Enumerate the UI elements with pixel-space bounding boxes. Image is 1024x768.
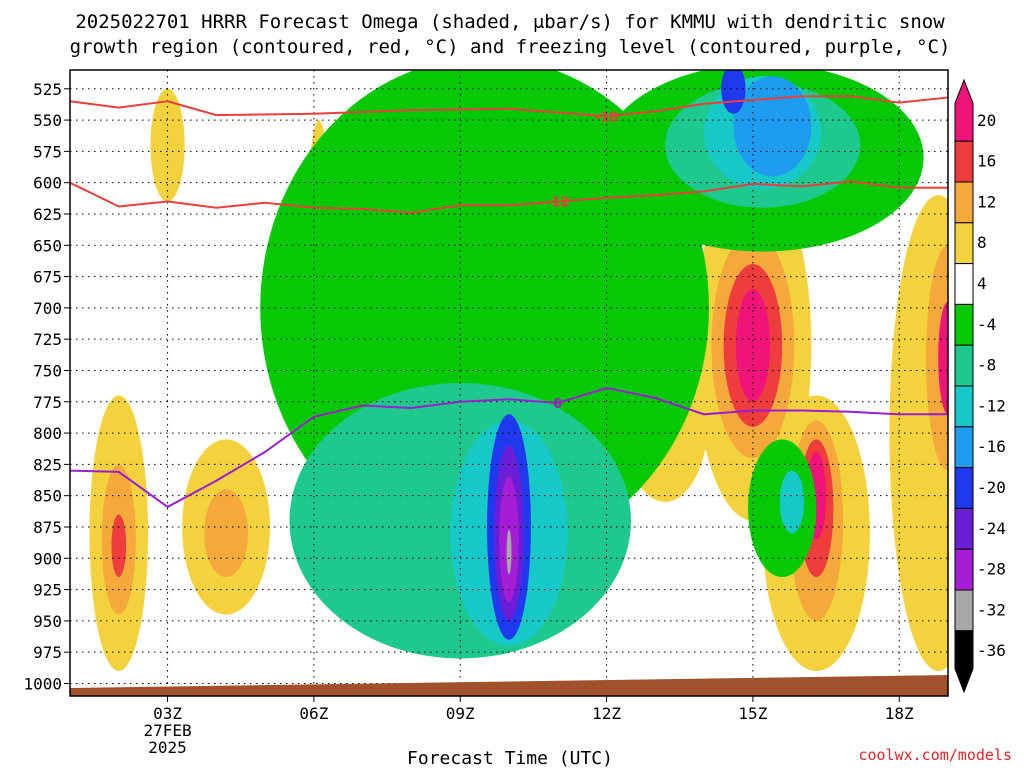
contour-lines-layer: -18 -12 0 [70,95,948,509]
colorbar-label-9: -20 [977,478,1006,497]
omega-region-2 [111,514,127,578]
colorbar-label-6: -8 [977,356,996,375]
x-tick-label-06Z: 06Z [299,704,328,723]
omega-region-4 [204,489,249,578]
colorbar-label-0: 20 [977,111,996,130]
y-tick-label-825: 825 [33,455,62,474]
colorbar-segment-3 [954,222,974,265]
colorbar-label-8: -16 [977,437,1006,456]
x-tick-label-03Z: 03Z [153,704,182,723]
y-tick-label-750: 750 [33,361,62,380]
colorbar-segment-10 [954,507,974,550]
contour-label-2: 0 [553,397,562,412]
y-tick-label-725: 725 [33,330,62,349]
colorbar-label-3: 8 [977,233,987,252]
y-axis: 525 550 575 600 625 650 675 700 725 750 775 800 825 8… [23,80,70,693]
y-tick-label-675: 675 [33,268,62,287]
x-axis-label: Forecast Time (UTC) [407,748,613,768]
y-tick-label-1000: 1000 [23,674,62,693]
y-tick-label-925: 925 [33,581,62,600]
colorbar-segment-4 [954,263,974,305]
contour-line-1 [70,180,948,214]
omega-region-31 [779,470,805,534]
omega-shading-layer [89,70,948,671]
colorbar-segment-12 [954,589,974,632]
contour-line-0 [70,95,948,118]
colorbar-label-12: -32 [977,600,1006,619]
colorbar-label-1: 16 [977,152,996,171]
colorbar-segment-5 [954,303,974,346]
colorbar-segment-7 [954,385,974,428]
omega-region-35 [506,529,512,575]
y-tick-label-875: 875 [33,518,62,537]
y-tick-label-900: 900 [33,549,62,568]
grid-layer [70,70,948,696]
x-tick-label-15Z: 15Z [738,704,767,723]
y-tick-label-800: 800 [33,424,62,443]
y-tick-label-525: 525 [33,80,62,99]
contour-line-2 [70,386,948,509]
x-tick-label-18Z: 18Z [885,704,914,723]
plot-frame [69,69,949,697]
colorbar-legend: 20 16 12 8 4 -4 -8 -12 -16 -20 -24 -28 -32 -36 [954,78,1006,694]
omega-region-14 [735,289,770,402]
credit-text: coolwx.com/models [858,746,1012,764]
colorbar-segment-6 [954,344,974,387]
colorbar-label-5: -4 [977,315,996,334]
colorbar-label-10: -24 [977,519,1006,538]
terrain-ground [70,675,948,696]
y-tick-label-650: 650 [33,236,62,255]
colorbar-segment-8 [954,426,974,469]
y-tick-label-600: 600 [33,174,62,193]
colorbar-label-7: -12 [977,396,1006,415]
colorbar-label-4: 4 [977,274,987,293]
contour-label-1: -12 [546,195,570,210]
colorbar-label-11: -28 [977,560,1006,579]
y-tick-label-550: 550 [33,111,62,130]
contour-label-0: -18 [595,110,619,125]
x-tick-year: 2025 [148,738,187,757]
colorbar-label-2: 12 [977,192,996,211]
colorbar-segment-1 [954,140,974,183]
omega-region-5 [150,88,185,202]
plot-area: -18 -12 0 [70,70,948,696]
colorbar-segment-13 [954,630,974,694]
x-tick-date: 27FEB [143,721,191,740]
colorbar-segment-2 [954,181,974,224]
y-tick-label-700: 700 [33,299,62,318]
colorbar-segment-0 [954,78,974,142]
colorbar-segment-9 [954,467,974,509]
x-tick-label-09Z: 09Z [446,704,475,723]
colorbar-segment-11 [954,548,974,591]
y-tick-label-950: 950 [33,612,62,631]
colorbar-label-13: -36 [977,641,1006,660]
chart-title-line2: growth region (contoured, red, °C) and f… [70,36,951,58]
y-tick-label-975: 975 [33,643,62,662]
x-tick-label-12Z: 12Z [592,704,621,723]
chart-title-line1: 2025022701 HRRR Forecast Omega (shaded, … [75,11,945,33]
y-tick-label-775: 775 [33,393,62,412]
y-tick-label-575: 575 [33,142,62,161]
y-tick-label-850: 850 [33,487,62,506]
omega-region-21 [938,301,948,415]
y-tick-label-625: 625 [33,205,62,224]
